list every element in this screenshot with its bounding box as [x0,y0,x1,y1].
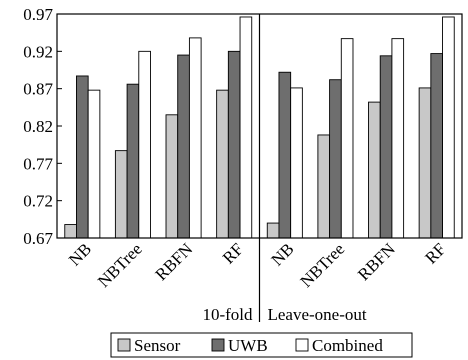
x-tick-label: RBFN [354,239,399,284]
bar-combined-0 [87,89,101,239]
bar-uwb-6 [379,55,393,239]
x-tick-label: RF [219,239,247,267]
bar-sensor-6 [368,101,381,239]
legend-swatch-combined [295,338,309,352]
bar-uwb-3 [227,50,241,239]
x-tick-label: NBTree [297,239,349,291]
legend-box [110,332,413,358]
bar-uwb-2 [177,54,190,239]
legend-swatch-uwb [211,338,225,352]
bar-combined-3 [239,16,253,239]
legend-label-uwb: UWB [228,336,268,355]
group-label-10-fold: 10-fold [202,305,253,324]
x-tick-label: RBFN [152,239,197,284]
legend-label-combined: Combined [312,336,383,355]
x-tick-label: NB [65,239,95,269]
legend: Sensor UWB Combined [110,332,413,358]
y-tick-label: 0.97 [23,5,53,24]
bar-combined-4 [290,87,303,239]
y-tick-label: 0.77 [23,154,53,173]
bar-combined-7 [442,16,455,239]
x-tick-label: NBTree [94,239,146,291]
y-tick-label: 0.87 [23,80,53,99]
bar-sensor-1 [114,150,128,239]
bar-sensor-7 [418,87,432,239]
bar-combined-5 [340,38,354,239]
bar-combined-6 [391,38,405,239]
group-labels: 10-fold Leave-one-out [202,14,367,324]
y-tick-label: 0.82 [23,117,53,136]
bar-combined-2 [188,37,202,239]
bar-uwb-7 [430,53,443,239]
bar-sensor-4 [266,222,280,239]
bars [64,16,455,239]
bar-uwb-4 [278,71,292,239]
bar-uwb-0 [76,75,89,239]
bar-uwb-1 [126,83,140,239]
y-axis: 0.67 0.72 0.77 0.82 0.87 0.92 0.97 [23,5,62,248]
bar-uwb-5 [329,79,342,239]
group-label-leave-one-out: Leave-one-out [268,305,367,324]
bar-sensor-3 [216,89,229,239]
bar-sensor-0 [64,224,77,239]
plot-frame [56,13,463,239]
x-tick-label: RF [421,239,449,267]
x-tick-label: NB [268,239,298,269]
y-tick-label: 0.72 [23,192,53,211]
bar-combined-1 [138,50,151,239]
y-tick-label: 0.67 [23,229,53,248]
legend-swatch-sensor [117,338,131,352]
bar-sensor-5 [317,134,331,239]
bar-sensor-2 [165,114,179,239]
legend-label-sensor: Sensor [134,336,181,355]
y-tick-label: 0.92 [23,42,53,61]
